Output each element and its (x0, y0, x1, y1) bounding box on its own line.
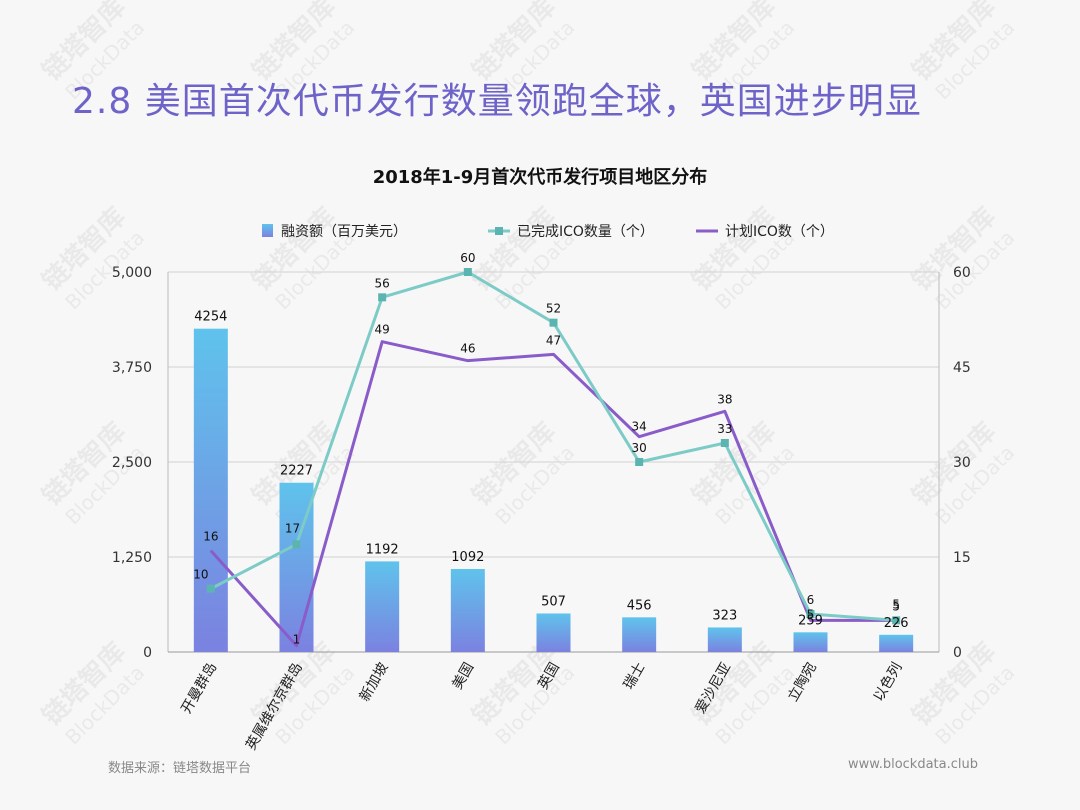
bar (536, 613, 571, 652)
bar (707, 627, 742, 652)
website-url: www.blockdata.club (848, 757, 978, 772)
completed-ico-marker (720, 439, 729, 447)
right-axis-tick: 30 (953, 455, 971, 471)
legend-completed-marker (495, 227, 503, 235)
completed-ico-marker (892, 616, 901, 625)
bar (450, 569, 485, 652)
bar-value-label: 1092 (451, 550, 484, 565)
completed-ico-marker (378, 293, 387, 302)
legend-label: 已完成ICO数量（个） (517, 224, 654, 240)
bar (622, 617, 657, 652)
bar (193, 328, 228, 652)
planned-ico-value-label: 16 (203, 530, 218, 544)
bar-value-label: 1192 (366, 542, 399, 557)
completed-ico-value-label: 17 (285, 521, 300, 535)
completed-ico-marker (806, 610, 815, 618)
completed-ico-value-label: 33 (717, 422, 732, 436)
planned-ico-value-label: 5 (807, 607, 815, 621)
right-axis-tick: 45 (953, 360, 971, 376)
left-axis-tick: 3,750 (112, 360, 152, 376)
planned-ico-value-label: 38 (717, 392, 732, 406)
completed-ico-marker (463, 268, 472, 276)
bar-value-label: 507 (541, 594, 566, 609)
page-headline: 2.8 美国首次代币发行数量领跑全球，英国进步明显 (72, 81, 922, 122)
bar-value-label: 226 (884, 616, 909, 631)
category-label: 以色列 (870, 660, 906, 705)
planned-ico-value-label: 1 (293, 633, 301, 647)
planned-ico-value-label: 47 (546, 333, 561, 347)
completed-ico-value-label: 30 (632, 441, 647, 455)
legend-label: 融资额（百万美元） (281, 224, 407, 240)
planned-ico-value-label: 49 (375, 323, 390, 337)
completed-ico-value-label: 52 (546, 302, 561, 316)
category-label: 美国 (449, 660, 477, 692)
bar (879, 634, 914, 652)
right-axis-tick: 15 (953, 550, 971, 566)
left-axis-tick: 0 (143, 645, 152, 661)
bar-value-label: 323 (712, 608, 737, 623)
completed-ico-value-label: 10 (193, 568, 208, 582)
right-axis-tick: 60 (953, 265, 971, 281)
bar-value-label: 259 (798, 613, 823, 628)
left-axis-tick: 2,500 (112, 455, 152, 471)
completed-ico-marker (292, 540, 301, 549)
completed-ico-value-label: 56 (375, 276, 390, 290)
right-axis-tick: 0 (953, 645, 962, 661)
category-label: 新加坡 (357, 660, 392, 704)
planned-ico-value-label: 5 (892, 597, 900, 611)
bar-value-label: 4254 (194, 310, 227, 325)
category-label: 开曼群岛 (178, 660, 220, 716)
chart-legend: 融资额（百万美元） 已完成ICO数量（个） 计划ICO数（个） (262, 224, 834, 240)
source-note: 数据来源：链塔数据平台 (108, 761, 252, 776)
bar-series (193, 328, 914, 652)
left-axis-tick: 1,250 (112, 550, 152, 566)
legend-label: 计划ICO数（个） (725, 224, 834, 240)
completed-ico-value-label: 60 (460, 251, 475, 265)
completed-ico-marker (635, 458, 644, 466)
completed-ico-value-label: 6 (807, 593, 815, 607)
line-series (206, 268, 901, 648)
planned-ico-value-label: 46 (460, 342, 475, 356)
bar-value-label: 2227 (280, 464, 313, 479)
bar (793, 632, 828, 652)
completed-ico-value-label: 5 (892, 599, 900, 613)
legend-bar-swatch (262, 224, 273, 237)
bar-value-label: 456 (627, 598, 652, 613)
chart-title: 2018年1-9月首次代币发行项目地区分布 (373, 166, 708, 188)
completed-ico-marker (206, 584, 215, 593)
category-label: 瑞士 (621, 660, 649, 692)
left-axis-tick: 5,000 (112, 265, 152, 281)
planned-ico-value-label: 34 (632, 420, 647, 434)
planned-ico-line (209, 340, 897, 648)
completed-ico-marker (549, 318, 558, 327)
bar (365, 561, 400, 652)
